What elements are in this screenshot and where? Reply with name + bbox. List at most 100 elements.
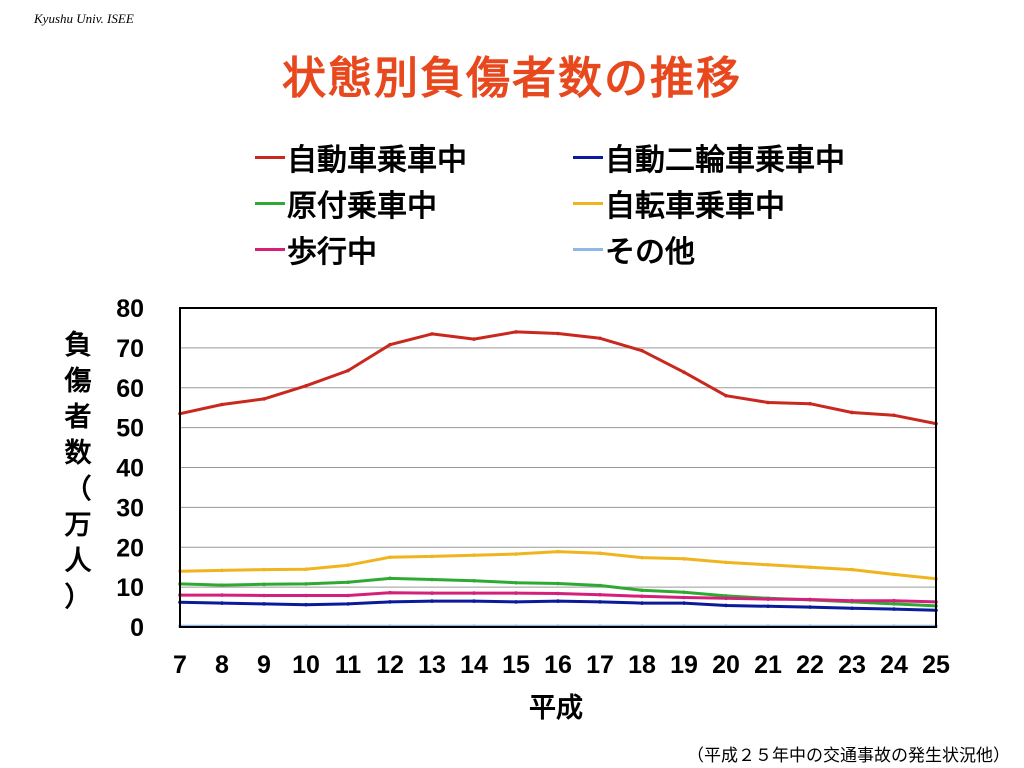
data-point: [556, 549, 560, 554]
data-point: [766, 562, 770, 567]
data-point: [346, 593, 350, 598]
x-tick-label: 20: [712, 651, 740, 679]
x-tick-label: 9: [257, 651, 271, 679]
series-4: [178, 590, 938, 604]
data-point: [640, 594, 644, 599]
data-point: [724, 596, 728, 601]
legend-label: 自動二輪車乗車中: [605, 143, 845, 178]
series-line: [179, 550, 937, 581]
data-point: [640, 348, 644, 353]
x-tick-label: 19: [670, 651, 698, 679]
data-point: [598, 551, 602, 556]
data-point: [850, 410, 854, 415]
legend-label: 原付乗車中: [287, 189, 437, 224]
data-point: [682, 557, 686, 561]
data-point: [682, 595, 686, 600]
data-point: [808, 401, 812, 406]
data-point: [304, 582, 308, 586]
data-point: [640, 601, 644, 605]
legend-swatch: [573, 247, 603, 251]
x-tick-label: 24: [880, 651, 908, 679]
data-point: [682, 370, 686, 374]
x-tick-label: 16: [544, 651, 572, 679]
data-point: [346, 563, 350, 567]
data-point: [640, 555, 644, 560]
x-tick-label: 18: [628, 651, 656, 679]
legend-label: 自転車乗車中: [605, 189, 785, 224]
series-0: [178, 330, 938, 426]
data-point: [472, 591, 476, 595]
legend-swatch: [255, 155, 285, 159]
x-tick-label: 21: [754, 651, 782, 679]
y-tick-label: 40: [116, 455, 144, 483]
data-point: [262, 397, 266, 401]
series-3: [178, 549, 938, 581]
data-point: [808, 565, 812, 569]
y-axis-label: 負傷者数（万人）: [64, 330, 93, 613]
y-tick-label: 10: [116, 574, 144, 602]
data-point: [430, 554, 434, 559]
data-point: [304, 593, 308, 598]
data-point: [724, 603, 728, 608]
data-point: [346, 368, 350, 373]
data-point: [892, 413, 896, 418]
y-tick-label: 70: [116, 335, 144, 363]
x-tick-label: 17: [586, 651, 614, 679]
data-point: [514, 591, 518, 595]
data-point: [304, 567, 308, 571]
data-point: [892, 607, 896, 611]
data-point: [892, 602, 896, 606]
data-point: [472, 337, 476, 341]
y-tick-label: 80: [116, 295, 144, 323]
data-point: [598, 336, 602, 341]
x-axis-label: 平成: [529, 693, 583, 724]
data-point: [220, 593, 224, 597]
data-point: [514, 600, 518, 604]
page-title: 状態別負傷者数の推移: [282, 53, 742, 104]
legend-label: その他: [605, 235, 695, 270]
y-tick-label: 50: [116, 415, 144, 443]
data-point: [430, 577, 434, 582]
data-point: [556, 591, 560, 596]
corner-label: Kyushu Univ. ISEE: [34, 11, 134, 26]
grid-lines: [180, 347, 936, 588]
legend-swatch: [573, 201, 603, 205]
data-point: [304, 602, 308, 607]
data-point: [388, 576, 392, 581]
data-point: [514, 552, 518, 556]
data-point: [220, 568, 224, 573]
source-note: （平成２５年中の交通事故の発生状況他）: [687, 746, 1010, 766]
data-point: [724, 560, 728, 565]
x-tick-label: 10: [292, 651, 320, 679]
data-point: [262, 567, 266, 572]
data-point: [388, 590, 392, 595]
data-point: [220, 402, 224, 407]
data-point: [892, 598, 896, 603]
data-point: [850, 567, 854, 572]
data-point: [598, 592, 602, 597]
data-point: [640, 588, 644, 593]
x-tick-label: 15: [502, 651, 530, 679]
legend-item-motorcycle: 自動二輪車乗車中: [573, 135, 845, 179]
data-point: [556, 331, 560, 336]
data-point: [850, 606, 854, 611]
data-point: [514, 580, 518, 585]
data-point: [850, 598, 854, 603]
legend-item-other: その他: [573, 227, 695, 271]
data-point: [430, 332, 434, 336]
data-point: [724, 393, 728, 398]
x-tick-label: 13: [418, 651, 446, 679]
data-point: [598, 600, 602, 604]
data-point: [388, 600, 392, 604]
y-tick-labels: 0 10 20 30 40 50 60 70 80: [116, 295, 144, 642]
data-point: [346, 602, 350, 606]
data-point: [556, 581, 560, 586]
x-tick-label: 7: [173, 651, 187, 679]
series-1: [178, 599, 938, 613]
data-point: [598, 583, 602, 588]
data-point: [808, 597, 812, 602]
y-tick-label: 60: [116, 375, 144, 403]
data-point: [766, 604, 770, 609]
legend-label: 歩行中: [287, 235, 377, 270]
